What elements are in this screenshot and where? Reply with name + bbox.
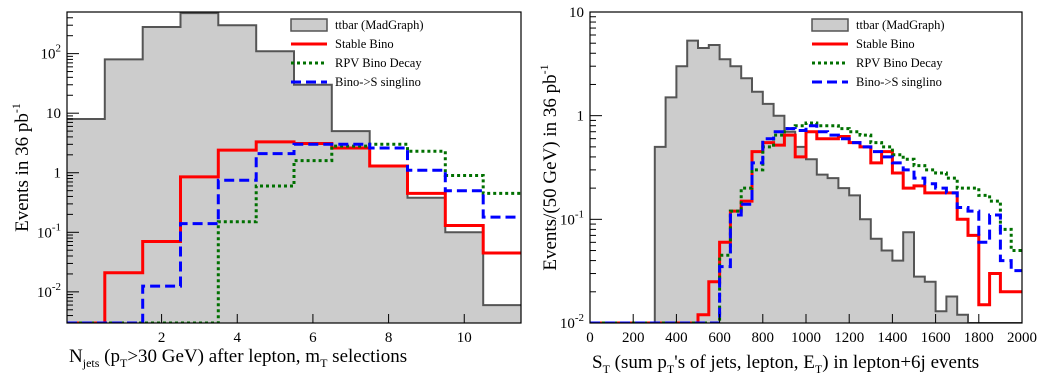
legend-label-stable-bino: Stable Bino	[335, 37, 394, 51]
x-tick-label: 1400	[877, 330, 907, 346]
y-tick-label: 10-2	[560, 312, 584, 332]
legend-label-stable-bino: Stable Bino	[856, 37, 915, 51]
legend: ttbar (MadGraph) Stable Bino RPV Bino Deca…	[290, 18, 424, 89]
x-tick-label: 600	[708, 330, 731, 346]
x-tick-label: 1200	[834, 330, 864, 346]
plot-area	[590, 39, 1022, 323]
plot-area	[67, 12, 521, 323]
x-tick-label: 2	[158, 330, 166, 346]
y-axis-label: Events/(50 GeV) in 36 pb-1	[537, 64, 561, 270]
legend-label-bino-s-singlino: Bino->S singlino	[335, 75, 421, 89]
x-tick-label: 800	[752, 330, 775, 346]
series-line-ttbar-madgraph	[590, 39, 1022, 323]
legend-label-rpv-bino-decay: RPV Bino Decay	[335, 56, 422, 70]
x-axis-label: ST (sum pT's of jets, lepton, ET) in lep…	[592, 352, 979, 376]
x-tick-label: 1000	[791, 330, 821, 346]
x-tick-label: 1800	[964, 330, 994, 346]
x-tick-label: 10	[457, 330, 472, 346]
series-line-bino-s-singlino	[590, 124, 1022, 323]
chart-panel-1: 2 4 6 8 10 10-2 10-1 1 10 102 Events in 36 pb-1 Nje…	[9, 11, 522, 370]
y-axis-label: Events in 36 pb-1	[9, 103, 33, 232]
legend-label-ttbar-madgraph: ttbar (MadGraph)	[335, 18, 424, 32]
legend-swatch-ttbar-madgraph	[811, 18, 849, 32]
x-tick-label: 2000	[1007, 330, 1037, 346]
x-tick-label: 6	[309, 330, 317, 346]
y-tick-label: 10	[46, 106, 61, 122]
x-tick-label: 8	[385, 330, 393, 346]
x-tick-label: 400	[665, 330, 688, 346]
y-tick-label: 10-1	[37, 221, 61, 241]
x-tick-label: 1600	[921, 330, 951, 346]
legend-label-ttbar-madgraph: ttbar (MadGraph)	[856, 18, 945, 32]
series-line-rpv-bino-decay	[67, 142, 521, 323]
series-fill-ttbar-madgraph	[67, 13, 521, 323]
legend: ttbar (MadGraph) Stable Bino RPV Bino Deca…	[811, 18, 945, 89]
x-axis-label: Njets (pT>30 GeV) after lepton, mT selec…	[69, 346, 407, 370]
legend-swatch-ttbar-madgraph	[290, 18, 328, 32]
series-line-bino-s-singlino	[67, 142, 521, 323]
y-tick-label: 1	[54, 166, 62, 182]
y-tick-label: 10-1	[560, 208, 584, 228]
x-tick-label: 4	[234, 330, 242, 346]
x-tick-label: 200	[622, 330, 645, 346]
legend-label-rpv-bino-decay: RPV Bino Decay	[856, 56, 943, 70]
y-tick-label: 10-2	[37, 281, 61, 301]
legend-label-bino-s-singlino: Bino->S singlino	[856, 75, 942, 89]
series-line-rpv-bino-decay	[590, 121, 1022, 323]
series-line-stable-bino	[67, 140, 521, 323]
y-tick-label: 102	[41, 43, 62, 63]
chart-panel-2: 0 200 400 600 800 1000 1200 1400 1600 1800 2000 10-…	[537, 5, 1037, 376]
x-tick-label: 0	[586, 330, 594, 346]
y-tick-label: 10	[569, 5, 584, 21]
plot-frame	[66, 11, 522, 324]
y-tick-label: 1	[577, 109, 585, 125]
